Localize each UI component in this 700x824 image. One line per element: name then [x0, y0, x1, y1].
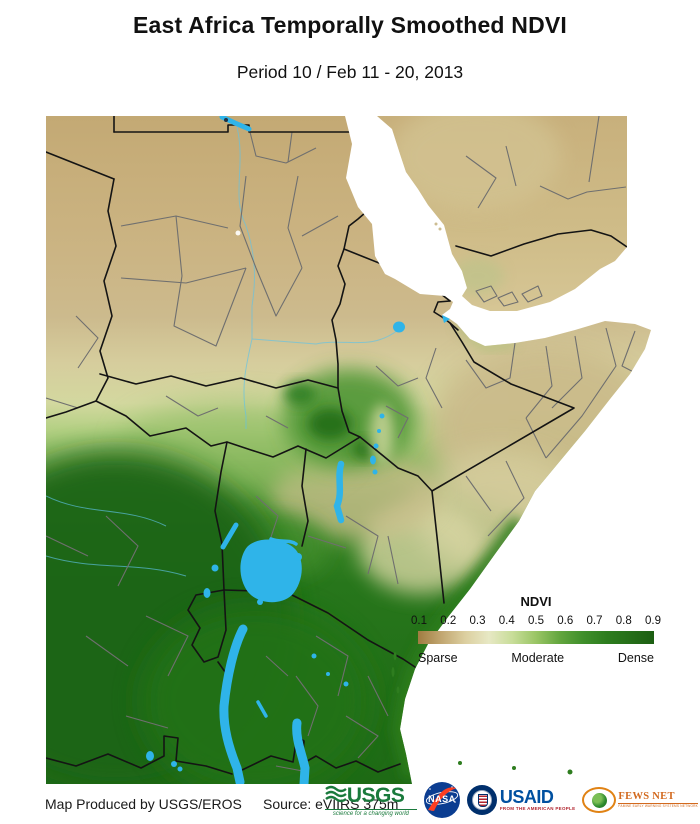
usgs-wordmark: USGS — [346, 784, 405, 807]
legend-tick: 0.2 — [440, 615, 457, 627]
usgs-logo: USGS science for a changing world — [324, 784, 417, 817]
fewsnet-logo: FEWS NET FAMINE EARLY WARNING SYSTEMS NE… — [582, 787, 698, 813]
ndvi-map: NDVI 0.1 0.2 0.3 0.4 0.5 0.6 0.7 0.8 0.9… — [46, 116, 661, 784]
legend-tick: 0.8 — [615, 615, 632, 627]
legend-tick-labels: 0.1 0.2 0.3 0.4 0.5 0.6 0.7 0.8 0.9 — [409, 615, 663, 627]
map-image — [46, 116, 655, 784]
usaid-tagline: FROM THE AMERICAN PEOPLE — [499, 806, 576, 812]
legend-tick: 0.6 — [557, 615, 574, 627]
fewsnet-wordmark: FEWS NET — [618, 791, 698, 805]
legend-tick: 0.5 — [528, 615, 544, 627]
legend-title: NDVI — [520, 594, 552, 609]
legend-tick: 0.1 — [411, 615, 427, 627]
legend-gradient-bar — [418, 631, 654, 644]
legend-tick: 0.4 — [498, 615, 515, 627]
ndvi-legend: NDVI 0.1 0.2 0.3 0.4 0.5 0.6 0.7 0.8 0.9… — [409, 594, 663, 665]
rivers — [46, 126, 399, 577]
legend-label-sparse: Sparse — [418, 651, 458, 665]
nasa-wordmark: NASA — [428, 794, 456, 804]
legend-category-labels: Sparse Moderate Dense — [418, 651, 654, 665]
legend-label-moderate: Moderate — [511, 651, 565, 665]
lakes — [146, 116, 450, 784]
legend-label-dense: Dense — [617, 651, 654, 665]
source-text: Source: eVIIRS 375m — [263, 796, 399, 812]
fewsnet-globe-icon — [582, 787, 617, 813]
legend-tick: 0.9 — [645, 615, 661, 627]
logo-row: USGS science for a changing world NASA U… — [324, 782, 698, 818]
islands — [235, 222, 573, 775]
usgs-tagline: science for a changing world — [324, 808, 417, 817]
usgs-waves-icon — [325, 784, 347, 808]
admin-borders — [46, 116, 646, 773]
produced-by-text: Map Produced by USGS/EROS — [45, 796, 242, 812]
fewsnet-tagline: FAMINE EARLY WARNING SYSTEMS NETWORK — [618, 804, 698, 809]
legend-tick: 0.7 — [586, 615, 603, 627]
page-title: East Africa Temporally Smoothed NDVI — [132, 12, 568, 38]
usaid-seal-icon — [466, 785, 497, 815]
usaid-wordmark: USAID — [499, 787, 554, 808]
usaid-logo: USAID FROM THE AMERICAN PEOPLE — [466, 785, 576, 815]
legend-tick: 0.3 — [469, 615, 486, 627]
page-subtitle: Period 10 / Feb 11 - 20, 2013 — [236, 62, 464, 82]
nasa-logo: NASA — [423, 782, 460, 818]
